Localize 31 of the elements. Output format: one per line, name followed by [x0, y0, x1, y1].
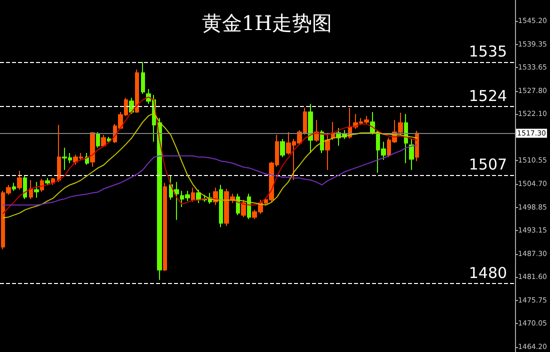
candlestick	[219, 184, 223, 228]
ref-line-label: 1480	[468, 264, 508, 282]
candlestick	[29, 180, 33, 200]
candlestick	[141, 62, 145, 94]
line-series	[2, 144, 418, 206]
candlestick	[107, 136, 111, 142]
candlestick	[163, 182, 167, 272]
candlestick	[23, 176, 27, 200]
line-series	[2, 112, 418, 218]
candlestick	[45, 178, 50, 186]
candlestick	[90, 132, 95, 168]
candlestick	[409, 138, 414, 170]
ref-line-label: 1535	[468, 42, 508, 61]
candlestick	[241, 199, 246, 218]
candlestick	[17, 170, 22, 190]
ref-line-label: 1507	[468, 155, 508, 174]
line-series	[2, 96, 418, 214]
candlestick	[135, 69, 139, 114]
candlestick	[280, 138, 285, 158]
candlestick	[191, 187, 195, 202]
text: 黄金1H走势图	[202, 11, 332, 35]
candlestick	[308, 103, 313, 154]
candlestick	[415, 130, 419, 162]
candlestick	[57, 124, 61, 183]
candlestick	[247, 193, 251, 220]
candlestick	[34, 182, 39, 198]
candlestick	[12, 182, 16, 192]
candlestick	[96, 132, 100, 148]
candlestick	[325, 132, 330, 170]
candlestick	[101, 134, 106, 148]
ref-line-label: 1524	[468, 86, 508, 105]
